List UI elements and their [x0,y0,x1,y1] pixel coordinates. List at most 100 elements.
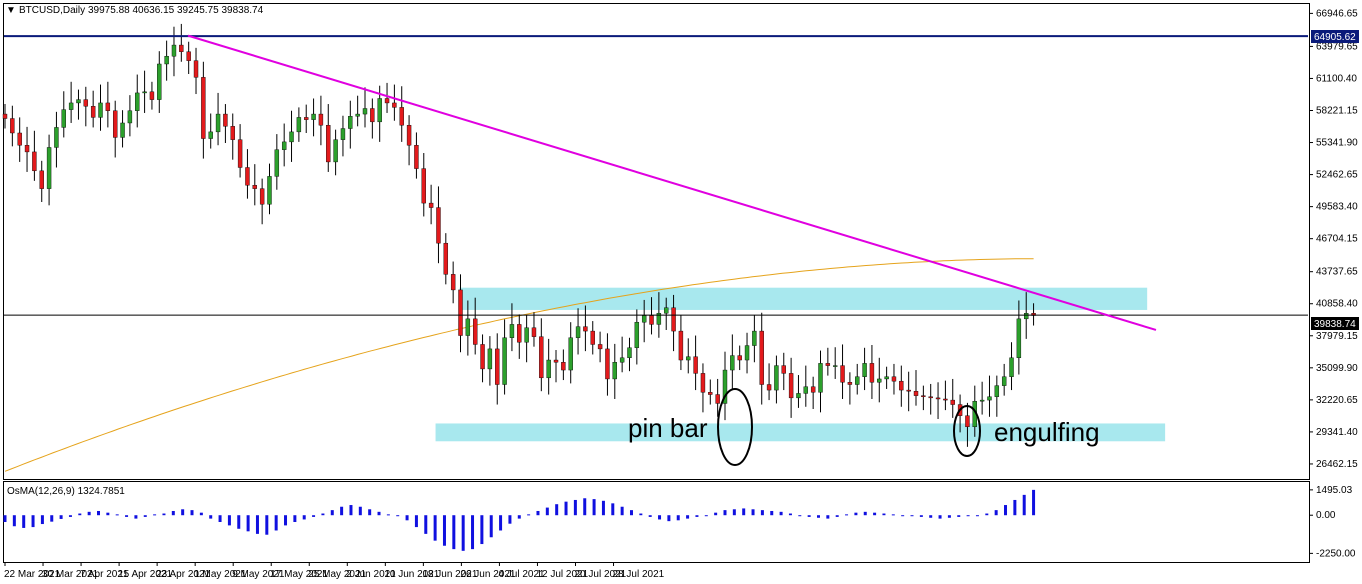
candle [355,95,360,127]
candle [105,81,111,128]
osma-bar [22,515,26,528]
svg-text:64905.62: 64905.62 [1314,32,1356,43]
candle-body [76,99,81,104]
candle [502,319,507,395]
candle-body [164,55,169,65]
osma-bar [863,511,867,516]
osma-bar [639,513,643,516]
support-zone [435,423,1166,442]
candle-body [348,116,353,129]
price-axis: 66946.65 63979.65 61100.40 58221.15 55341.90… [1309,8,1358,470]
candle [83,86,89,127]
candle [120,110,125,148]
candle-body [928,396,933,399]
price-tick-label: 52462.65 [1316,170,1358,181]
price-tick-label: 61100.40 [1316,73,1357,84]
candle [869,345,875,399]
osma-bar [845,514,849,516]
candle-body [884,376,889,380]
candle-body [465,318,471,336]
candle [186,41,191,75]
osma-bar [227,515,231,526]
osma-bar [714,512,718,516]
candle-body [619,357,625,363]
candle [10,105,15,147]
candle [855,363,860,395]
candle-body [803,386,809,394]
candle-body [899,380,904,391]
candle [590,321,595,355]
osma-bar [798,515,802,517]
osma-bar [68,515,72,517]
candle-body [715,394,720,404]
candle [891,363,897,395]
candle-body [208,131,213,139]
osma-bar [489,515,493,538]
candle-body [326,124,331,163]
candle [737,345,742,371]
candle-body [502,337,507,385]
osma-bar [891,514,895,516]
osma-bar [59,515,63,519]
candle [664,297,669,330]
price-tick-label: 46704.15 [1316,234,1358,245]
candle [935,382,941,420]
candle-body [656,313,662,325]
candle [311,98,316,137]
candle [281,123,287,167]
osma-bar [508,515,512,524]
osma-tick-label: -2250.00 [1316,548,1356,559]
date-tick-label: 23 Apr 2021 [156,569,210,580]
candle-body [90,106,96,118]
osma-bar [723,510,727,516]
candle [810,376,816,409]
osma-bar [611,503,615,516]
price-tick-label: 37979.15 [1316,331,1358,342]
candle [730,334,735,391]
candle [752,315,757,363]
candle-body [450,274,456,291]
candle-body [333,139,338,163]
candle [252,164,257,206]
osma-bar [938,515,942,519]
candle-body [362,108,368,115]
candle-body [708,392,713,395]
candle-body [10,118,15,134]
candle-body [377,98,382,123]
candle [862,347,867,391]
osma-bar [162,513,166,516]
date-tick-label: 17 May 2021 [270,569,328,580]
candle-body [553,359,559,363]
candle-body [832,365,838,367]
candle-body [230,126,235,140]
candle-body [921,395,926,397]
osma-bar [873,512,877,516]
candle [605,333,610,396]
candle [392,84,397,121]
osma-bar [293,515,297,522]
candle-body [120,122,125,138]
candle [774,355,779,404]
date-tick-label: 12 Jul 2021 [536,569,588,580]
candle [201,61,206,159]
svg-text:39838.74: 39838.74 [1314,319,1356,330]
candle [877,357,882,403]
osma-bar [910,515,914,517]
candle [928,383,933,415]
candle-body [935,397,941,400]
osma-bar [994,510,998,516]
candle-body [546,359,551,379]
candle-body [1016,318,1022,359]
candle [377,85,382,142]
candle [208,113,213,149]
osma-bar [947,515,951,518]
candle [597,331,603,363]
candle [994,375,1000,417]
osma-histogram [3,489,1036,551]
candle [803,365,809,407]
candle [142,70,147,113]
candle-body [862,363,867,377]
osma-bar [312,515,316,517]
osma-bar [452,515,456,550]
